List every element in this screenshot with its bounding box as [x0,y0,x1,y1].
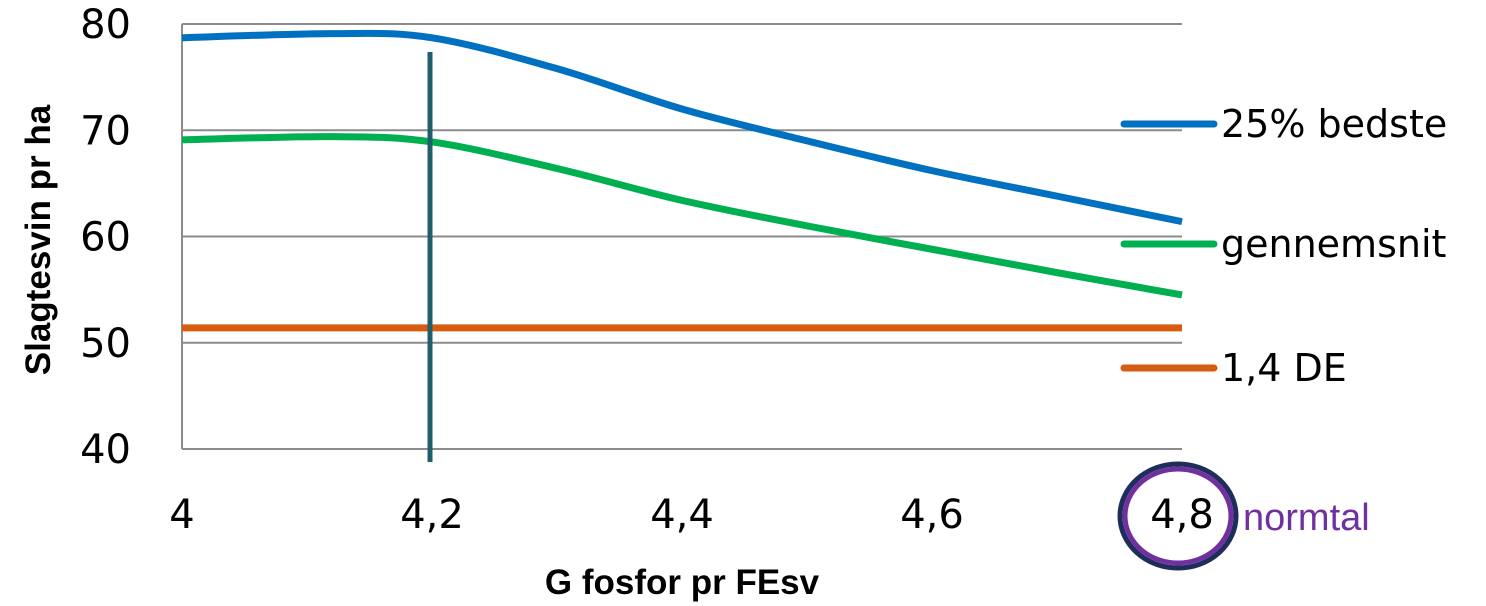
series-lines [181,29,1183,332]
series-line-1 [181,133,1183,299]
normtal-annotation: normtal [1243,497,1370,539]
x-axis-title: G fosfor pr FEsv [545,563,820,602]
legend-label: gennemsnit [1221,222,1446,266]
legend-label: 25% bedste [1221,102,1447,146]
x-tick-labels: 4 4,2 4,4 4,6 4,8 [169,492,1214,538]
y-tick-label: 60 [80,215,131,261]
y-tick-label: 40 [80,427,131,473]
x-tick-label: 4,4 [650,492,714,538]
gridlines [182,23,1182,450]
x-tick-label: 4,2 [400,492,464,538]
y-tick-label: 50 [80,321,131,367]
x-tick-label: 4,8 [1150,492,1214,538]
x-tick-label: 4 [169,492,194,538]
legend-label: 1,4 DE [1221,346,1347,390]
series-line-0 [181,29,1183,226]
legend: 25% bedste gennemsnit 1,4 DE [1120,102,1447,390]
y-tick-label: 80 [80,2,131,48]
y-tick-label: 70 [80,108,131,154]
highlight-circle [1117,461,1239,571]
y-axis-title: Slagtesvin pr ha [19,104,58,375]
highlight-circle-inner [1122,466,1234,566]
y-tick-labels: 40 50 60 70 80 [80,2,131,473]
x-tick-label: 4,6 [900,492,964,538]
